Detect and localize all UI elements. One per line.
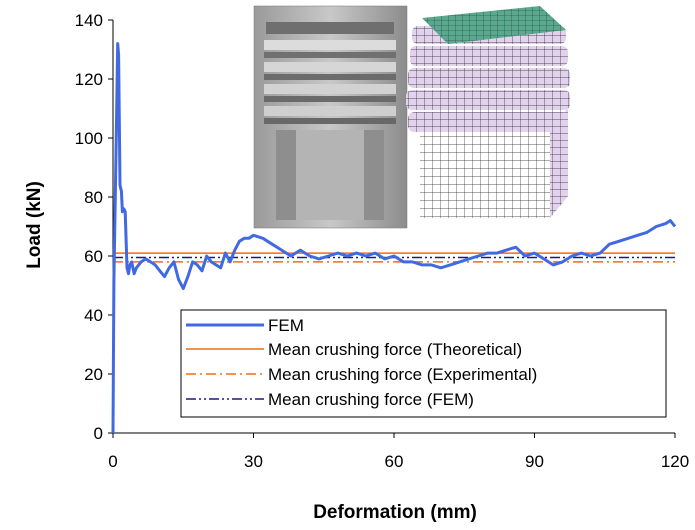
experimental-specimen-photo [253, 5, 408, 229]
x-axis-ticks: 0 30 60 90 120 [108, 433, 689, 471]
y-tick-label: 0 [94, 424, 103, 443]
x-axis-title: Deformation (mm) [313, 502, 477, 523]
y-tick-label: 120 [75, 70, 103, 89]
y-tick-label: 80 [84, 188, 103, 207]
legend-label-1: Mean crushing force (Theoretical) [268, 340, 522, 359]
y-axis-title: Load (kN) [24, 181, 45, 269]
y-tick-label: 140 [75, 11, 103, 30]
legend: FEM Mean crushing force (Theoretical) Mean… [180, 309, 667, 418]
x-tick-label: 0 [108, 452, 117, 471]
legend-label-3: Mean crushing force (FEM) [268, 390, 474, 409]
series-line-0 [111, 42, 677, 434]
x-tick-label: 30 [244, 452, 263, 471]
y-tick-label: 40 [84, 306, 103, 325]
axes: 0 20 40 60 80 100 120 140 0 30 60 90 120 [75, 11, 690, 471]
x-tick-label: 60 [385, 452, 404, 471]
x-tick-label: 120 [661, 452, 689, 471]
y-tick-label: 100 [75, 129, 103, 148]
series-group [111, 42, 677, 434]
y-axis-ticks: 0 20 40 60 80 100 120 140 [75, 11, 113, 443]
x-tick-label: 90 [525, 452, 544, 471]
legend-label-2: Mean crushing force (Experimental) [268, 365, 537, 384]
legend-label-0: FEM [268, 316, 304, 335]
y-tick-label: 20 [84, 365, 103, 384]
y-tick-label: 60 [84, 247, 103, 266]
fem-mesh-model-image [406, 6, 570, 218]
